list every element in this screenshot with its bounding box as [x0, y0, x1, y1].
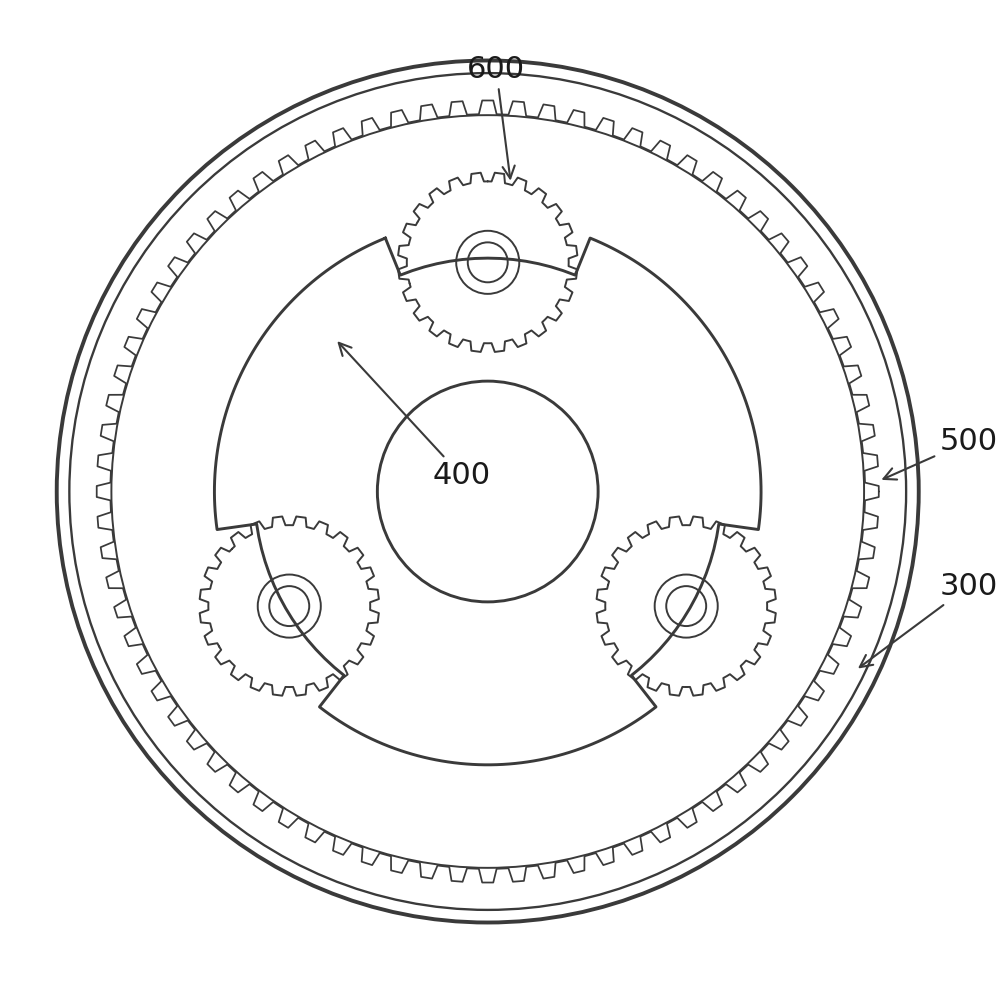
Text: 400: 400	[339, 343, 491, 491]
Text: 300: 300	[860, 571, 998, 667]
Text: 600: 600	[467, 55, 525, 179]
Text: 500: 500	[883, 427, 998, 480]
